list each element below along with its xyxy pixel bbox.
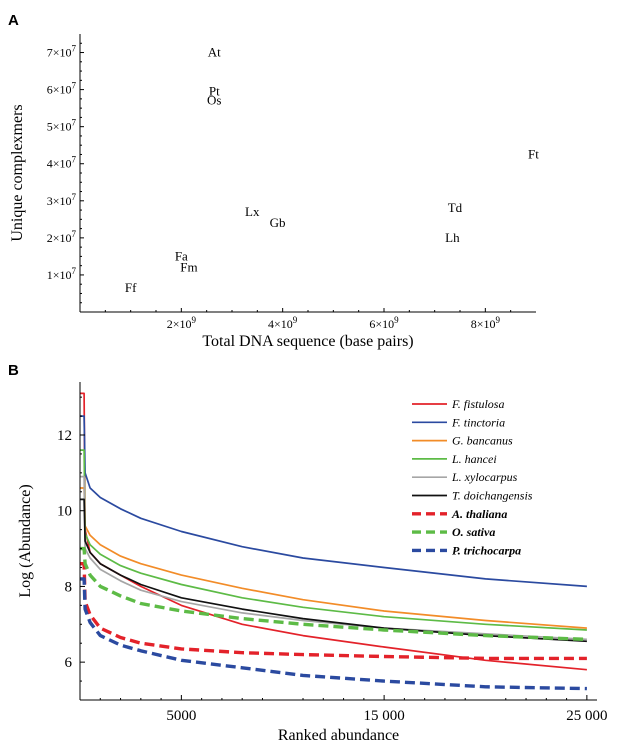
legend-label: F. fistulosa bbox=[451, 397, 504, 411]
legend-label: O. sativa bbox=[452, 525, 495, 539]
point-label-ft: Ft bbox=[528, 146, 539, 161]
point-label-lx: Lx bbox=[245, 204, 260, 219]
y-tick-label-base: 2×10 bbox=[47, 231, 72, 245]
y-tick-label-exp: 7 bbox=[72, 266, 77, 276]
y-tick-label-exp: 7 bbox=[72, 118, 77, 128]
series-line-t-doichangensis bbox=[80, 498, 587, 643]
y-tick-label: 1×107 bbox=[47, 266, 77, 282]
panel-b-letter: B bbox=[8, 362, 19, 379]
y-tick-label: 4×107 bbox=[47, 155, 77, 171]
x-tick-label-base: 6×10 bbox=[369, 317, 394, 331]
y-tick-label-base: 7×10 bbox=[47, 46, 72, 60]
point-label-ff: Ff bbox=[125, 280, 137, 295]
y-tick-label-base: 3×10 bbox=[47, 194, 72, 208]
x-tick-label: 6×109 bbox=[369, 315, 399, 331]
legend-label: T. doichangensis bbox=[452, 489, 533, 503]
point-label-fa: Fa bbox=[175, 248, 188, 263]
legend-label: F. tinctoria bbox=[451, 415, 505, 429]
x-tick-label-base: 2×10 bbox=[167, 317, 192, 331]
y-axis-title: Log (Abundance) bbox=[17, 484, 34, 597]
x-tick-label-exp: 9 bbox=[495, 315, 500, 325]
x-axis-title: Ranked abundance bbox=[278, 727, 399, 744]
x-axis-title: Total DNA sequence (base pairs) bbox=[202, 333, 413, 350]
y-tick-label-base: 5×10 bbox=[47, 120, 72, 134]
y-tick-label: 5×107 bbox=[47, 118, 77, 134]
x-tick-label: 8×109 bbox=[471, 315, 501, 331]
legend-label: G. bancanus bbox=[452, 434, 513, 448]
x-tick-label: 5000 bbox=[166, 708, 196, 724]
y-tick-label: 7×107 bbox=[47, 44, 77, 60]
y-tick-label: 2×107 bbox=[47, 229, 77, 245]
point-label-at: At bbox=[208, 45, 221, 60]
x-tick-label-base: 4×10 bbox=[268, 317, 293, 331]
y-tick-label: 10 bbox=[57, 504, 72, 520]
point-label-lh: Lh bbox=[445, 230, 460, 245]
y-axis-title: Unique complexmers bbox=[9, 104, 26, 241]
point-label-td: Td bbox=[448, 200, 463, 215]
panel-a-letter: A bbox=[8, 12, 19, 29]
x-tick-label-exp: 9 bbox=[293, 315, 298, 325]
panel-a-scatter: 1×1072×1073×1074×1075×1076×1077×1072×109… bbox=[9, 34, 539, 350]
y-tick-label-exp: 7 bbox=[72, 192, 77, 202]
point-label-os: Os bbox=[207, 93, 221, 108]
y-tick-label: 6 bbox=[65, 655, 73, 671]
y-tick-label-base: 6×10 bbox=[47, 83, 72, 97]
point-label-fm: Fm bbox=[180, 260, 197, 275]
y-tick-label-base: 1×10 bbox=[47, 268, 72, 282]
y-tick-label: 6×107 bbox=[47, 81, 77, 97]
series-line-a-thaliana bbox=[80, 562, 587, 661]
y-tick-label: 12 bbox=[57, 428, 72, 444]
series-line-o-sativa bbox=[80, 546, 587, 642]
x-tick-label: 2×109 bbox=[167, 315, 197, 331]
panel-b-line-chart: 6 8 10 12 5000 15 000 25 000 F. fistulosa F. tin… bbox=[17, 382, 607, 744]
y-tick-label-exp: 7 bbox=[72, 229, 77, 239]
x-tick-label-base: 8×10 bbox=[471, 317, 496, 331]
legend-label: L. xylocarpus bbox=[451, 470, 518, 484]
point-label-pt: Pt bbox=[209, 83, 220, 98]
y-tick-label-exp: 7 bbox=[72, 44, 77, 54]
y-tick-label-base: 4×10 bbox=[47, 157, 72, 171]
legend-label: L. hancei bbox=[451, 452, 497, 466]
legend-label: A. thaliana bbox=[451, 507, 507, 521]
legend-label: P. trichocarpa bbox=[452, 543, 521, 557]
y-tick-label-exp: 7 bbox=[72, 155, 77, 165]
y-tick-label-exp: 7 bbox=[72, 81, 77, 91]
y-tick-label: 8 bbox=[65, 579, 73, 595]
y-tick-label: 3×107 bbox=[47, 192, 77, 208]
x-tick-label: 4×109 bbox=[268, 315, 298, 331]
point-label-gb: Gb bbox=[270, 215, 286, 230]
x-tick-label-exp: 9 bbox=[191, 315, 196, 325]
x-tick-label: 15 000 bbox=[363, 708, 404, 724]
x-tick-label-exp: 9 bbox=[394, 315, 399, 325]
series-line-p-trichocarpa bbox=[80, 577, 587, 691]
x-tick-label: 25 000 bbox=[566, 708, 607, 724]
